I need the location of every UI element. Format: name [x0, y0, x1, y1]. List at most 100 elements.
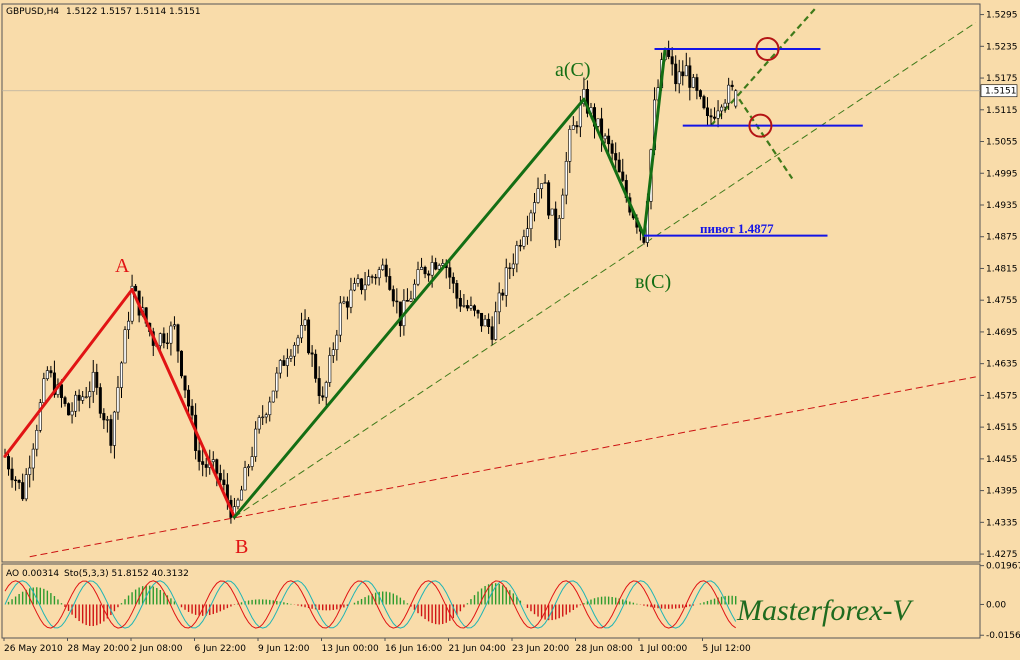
x-tick-label: 9 Jun 12:00: [258, 644, 310, 654]
candle-body: [388, 276, 392, 290]
candle-body: [345, 301, 349, 308]
candle-body: [427, 273, 431, 276]
candle-body: [716, 110, 720, 119]
candle-body: [529, 212, 533, 230]
candle-body: [52, 372, 56, 395]
candle: [17, 479, 21, 490]
candle: [218, 464, 222, 486]
candle: [81, 391, 85, 404]
candle-body: [490, 326, 494, 340]
price-frame: [1, 3, 981, 563]
wave-label-bc: в(C): [635, 271, 671, 293]
candle-body: [691, 77, 695, 88]
candle-body: [405, 299, 409, 302]
target-circle-1: [748, 113, 773, 138]
candle-body: [377, 269, 381, 279]
x-tick-label: 26 May 2010: [4, 644, 63, 654]
candle-body: [391, 289, 395, 302]
candle-body: [674, 63, 678, 85]
target-circle-0: [755, 36, 780, 61]
candle: [271, 390, 275, 403]
candle-body: [328, 355, 332, 383]
candle: [257, 415, 261, 434]
candle: [381, 258, 385, 271]
candle-body: [501, 292, 505, 296]
candle-body: [670, 56, 674, 65]
candle: [547, 180, 551, 220]
candle: [405, 288, 409, 302]
candle: [21, 473, 25, 501]
candle-body: [536, 188, 540, 203]
candle: [536, 177, 540, 204]
x-tick-label: 28 May 20:00: [68, 644, 130, 654]
candle: [561, 188, 565, 219]
candle-body: [67, 403, 71, 416]
candle-body: [582, 88, 586, 104]
candle: [734, 89, 738, 109]
candle-body: [303, 319, 307, 326]
candle: [275, 367, 279, 399]
candlesticks: [3, 40, 738, 524]
candle-body: [236, 499, 240, 507]
candle: [268, 396, 272, 422]
candle-body: [119, 362, 123, 388]
candle: [296, 334, 300, 354]
candle-body: [285, 358, 289, 366]
candle: [197, 438, 201, 471]
wave-line-3: [582, 97, 646, 238]
candle: [451, 272, 455, 294]
candle: [324, 380, 328, 407]
y-tick-label: 1.4515: [986, 423, 1018, 433]
candle: [423, 265, 427, 279]
candle: [95, 363, 99, 395]
candle: [522, 229, 526, 250]
candle: [550, 208, 554, 216]
candle-body: [412, 283, 416, 300]
chart-frames: [1, 3, 981, 639]
candle-body: [331, 349, 335, 356]
candle-body: [607, 135, 611, 145]
candle: [109, 414, 113, 454]
candle-body: [172, 324, 176, 327]
candle-body: [127, 320, 131, 331]
candle-body: [38, 402, 42, 431]
ind-y-tick-label: 0.00: [986, 600, 1006, 610]
candle: [278, 359, 282, 379]
candle-body: [681, 71, 685, 77]
candle: [105, 415, 109, 433]
candle-body: [518, 245, 522, 247]
candle: [370, 274, 374, 284]
candle-body: [532, 202, 536, 214]
candle: [254, 421, 258, 462]
candle: [247, 464, 251, 477]
candle: [723, 99, 727, 113]
candle: [222, 469, 226, 492]
candle-body: [169, 325, 173, 344]
candle: [338, 296, 342, 343]
candle: [487, 313, 491, 334]
x-tick-label: 6 Jun 22:00: [195, 644, 247, 654]
trend-line-2: [710, 5, 818, 127]
candle: [292, 342, 296, 366]
candle: [335, 329, 339, 361]
candle: [688, 57, 692, 101]
candle-body: [74, 394, 78, 412]
candle-body: [610, 143, 614, 154]
candle: [384, 258, 388, 283]
candle-body: [367, 276, 371, 286]
x-tick-label: 1 Jul 00:00: [639, 644, 688, 654]
candle: [261, 405, 265, 426]
candle: [314, 349, 318, 383]
ind-y-tick-label: 0.01967: [986, 562, 1020, 572]
candle-body: [448, 267, 452, 278]
wave-line-1: [130, 288, 236, 519]
candle-body: [257, 417, 261, 430]
candle-body: [480, 312, 484, 327]
candle: [571, 116, 575, 130]
candle: [31, 443, 35, 481]
candle: [10, 457, 14, 488]
candle: [300, 312, 304, 343]
candle: [289, 349, 293, 363]
